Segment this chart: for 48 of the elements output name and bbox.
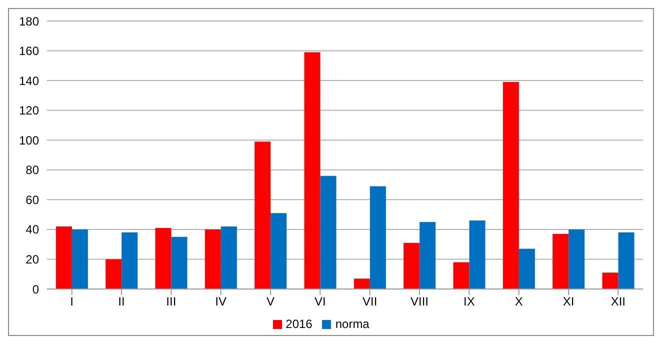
x-tick-label: VIII	[410, 294, 429, 309]
x-tick-label: VI	[314, 294, 326, 309]
y-tick-label: 120	[18, 104, 40, 118]
y-tick-label: 40	[26, 222, 40, 237]
x-tick-label: X	[514, 294, 523, 309]
y-tick-label: 180	[18, 14, 40, 28]
bar	[220, 226, 237, 289]
bar	[304, 52, 320, 289]
bar	[56, 226, 72, 289]
bar	[502, 82, 519, 289]
bar	[354, 278, 370, 289]
bar	[370, 186, 386, 289]
bar	[204, 229, 221, 289]
bar	[552, 234, 569, 289]
bar	[469, 220, 486, 289]
bar	[122, 232, 138, 289]
bar	[155, 228, 172, 289]
bar	[171, 236, 188, 289]
x-tick-label: V	[266, 294, 275, 309]
bar	[320, 176, 336, 289]
x-tick-label: I	[70, 294, 74, 309]
y-tick-label: 60	[26, 192, 40, 207]
bar	[106, 259, 122, 289]
bar	[270, 213, 287, 289]
bar	[420, 222, 436, 289]
y-tick-label: 160	[18, 44, 40, 58]
bar	[254, 142, 271, 289]
legend-label: norma	[335, 317, 370, 331]
x-tick-label: IV	[215, 294, 227, 309]
y-tick-label: 20	[26, 252, 40, 266]
bar	[404, 242, 420, 289]
bar	[72, 229, 88, 289]
bar	[518, 248, 535, 289]
x-tick-label: III	[166, 294, 176, 309]
y-tick-label: 140	[18, 74, 40, 88]
bar	[453, 262, 470, 289]
x-tick-label: II	[118, 294, 125, 309]
x-tick-label: XI	[562, 294, 574, 309]
y-tick-label: 0	[32, 282, 40, 296]
y-tick-label: 80	[26, 163, 40, 178]
bar	[618, 232, 634, 289]
x-tick-label: IX	[463, 294, 475, 309]
x-tick-label: VII	[362, 294, 378, 309]
x-tick-label: XII	[610, 294, 626, 309]
bar	[602, 272, 618, 289]
bar	[568, 229, 585, 289]
legend-label: 2016	[286, 317, 312, 331]
y-tick-label: 100	[18, 133, 40, 148]
